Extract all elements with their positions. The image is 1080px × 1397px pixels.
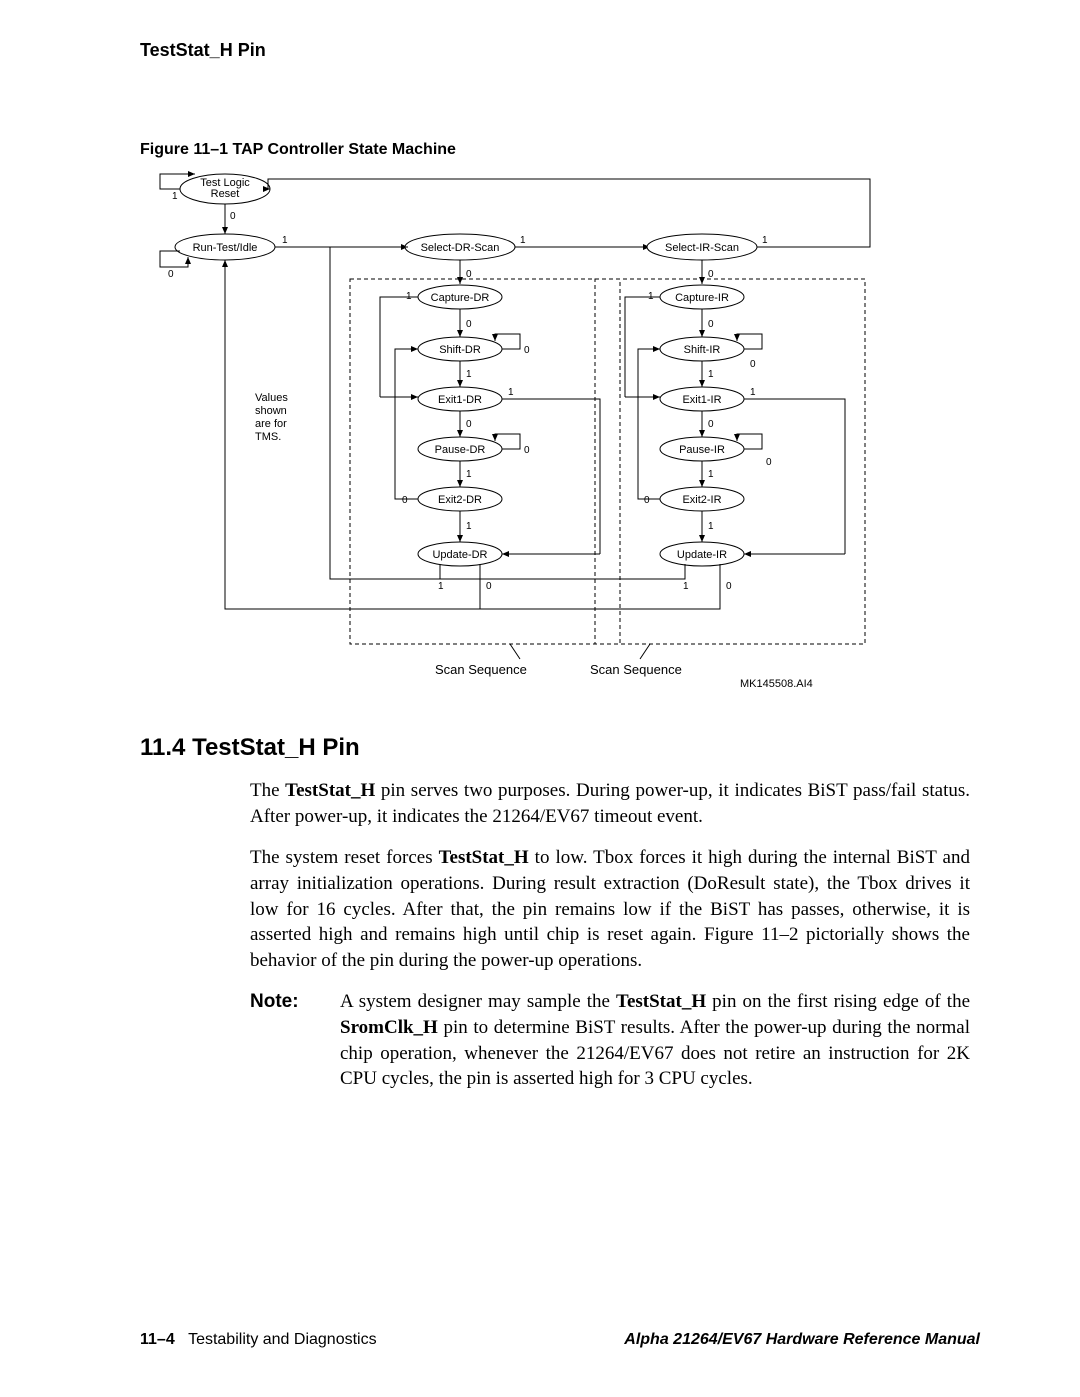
svg-text:1: 1 — [466, 469, 472, 480]
note-block: Note: A system designer may sample the T… — [250, 989, 970, 1092]
svg-text:0: 0 — [726, 581, 732, 592]
svg-text:0: 0 — [402, 495, 408, 506]
svg-text:shown: shown — [255, 405, 287, 417]
svg-text:1: 1 — [508, 387, 514, 398]
state-idle: Run-Test/Idle — [193, 242, 258, 254]
figure-code: MK145508.AI4 — [740, 678, 813, 689]
note-label: Note: — [250, 989, 340, 1092]
svg-text:1: 1 — [762, 235, 768, 246]
svg-text:0: 0 — [708, 419, 714, 430]
svg-text:0: 0 — [766, 457, 772, 468]
svg-text:Shift-IR: Shift-IR — [684, 344, 721, 356]
page-footer: 11–4 Testability and Diagnostics Alpha 2… — [140, 1331, 980, 1349]
svg-text:1: 1 — [282, 235, 288, 246]
svg-text:0: 0 — [708, 269, 714, 280]
svg-text:Capture-DR: Capture-DR — [431, 292, 490, 304]
svg-text:0: 0 — [524, 445, 530, 456]
svg-text:Shift-DR: Shift-DR — [439, 344, 481, 356]
svg-text:Exit2-DR: Exit2-DR — [438, 494, 482, 506]
section-heading: 11.4 TestStat_H Pin — [140, 734, 980, 762]
scan-seq-left: Scan Sequence — [435, 662, 527, 677]
svg-text:0: 0 — [644, 495, 650, 506]
svg-text:Pause-IR: Pause-IR — [679, 444, 725, 456]
figure-caption: Figure 11–1 TAP Controller State Machine — [140, 141, 980, 159]
svg-text:0: 0 — [750, 359, 756, 370]
svg-text:1: 1 — [683, 581, 689, 592]
chapter-title: Testability and Diagnostics — [188, 1331, 377, 1348]
svg-text:Exit1-IR: Exit1-IR — [682, 394, 721, 406]
page-number: 11–4 — [140, 1331, 175, 1348]
svg-text:1: 1 — [750, 387, 756, 398]
scan-seq-right: Scan Sequence — [590, 662, 682, 677]
page: TestStat_H Pin Figure 11–1 TAP Controlle… — [0, 0, 1080, 1397]
svg-text:Values: Values — [255, 392, 288, 404]
svg-text:1: 1 — [708, 469, 714, 480]
svg-text:1: 1 — [520, 235, 526, 246]
svg-text:Capture-IR: Capture-IR — [675, 292, 729, 304]
svg-text:Exit1-DR: Exit1-DR — [438, 394, 482, 406]
svg-text:1: 1 — [172, 191, 178, 202]
svg-text:Update-IR: Update-IR — [677, 549, 727, 561]
manual-title: Alpha 21264/EV67 Hardware Reference Manu… — [624, 1331, 980, 1349]
svg-text:0: 0 — [466, 269, 472, 280]
svg-text:0: 0 — [168, 269, 174, 280]
svg-text:0: 0 — [466, 419, 472, 430]
svg-text:0: 0 — [524, 345, 530, 356]
running-header: TestStat_H Pin — [140, 40, 980, 61]
svg-text:0: 0 — [708, 319, 714, 330]
svg-text:Pause-DR: Pause-DR — [435, 444, 486, 456]
svg-text:TMS.: TMS. — [255, 431, 281, 443]
svg-text:1: 1 — [466, 521, 472, 532]
state-select-ir: Select-IR-Scan — [665, 242, 739, 254]
svg-text:1: 1 — [708, 521, 714, 532]
paragraph-2: The system reset forces TestStat_H to lo… — [250, 845, 970, 973]
svg-text:Exit2-IR: Exit2-IR — [682, 494, 721, 506]
svg-text:1: 1 — [466, 369, 472, 380]
tap-state-diagram: Test Logic Reset 1 0 Run-Test/Idle 0 1 S… — [140, 169, 880, 689]
svg-text:Update-DR: Update-DR — [432, 549, 487, 561]
state-select-dr: Select-DR-Scan — [421, 242, 500, 254]
svg-text:Reset: Reset — [211, 188, 240, 200]
note-body: A system designer may sample the TestSta… — [340, 989, 970, 1092]
svg-text:0: 0 — [466, 319, 472, 330]
svg-text:0: 0 — [486, 581, 492, 592]
paragraph-1: The TestStat_H pin serves two purposes. … — [250, 778, 970, 829]
svg-text:are for: are for — [255, 418, 287, 430]
svg-text:1: 1 — [708, 369, 714, 380]
svg-text:1: 1 — [438, 581, 444, 592]
svg-text:0: 0 — [230, 211, 236, 222]
